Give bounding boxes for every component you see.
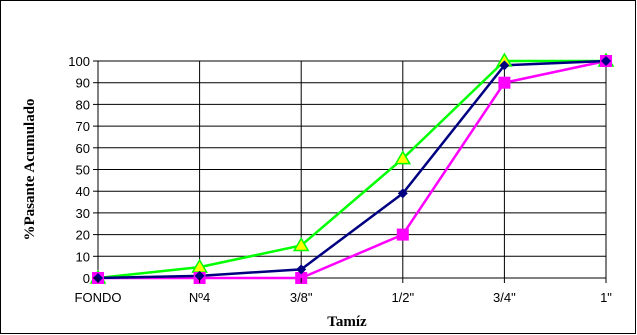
y-tick-label: 90 (76, 76, 90, 91)
x-tick-label: 1" (600, 290, 612, 305)
y-tick-label: 0 (83, 271, 90, 286)
y-tick-label: 70 (76, 119, 90, 134)
x-tick-label: FONDO (75, 290, 122, 305)
data-point-square (396, 228, 409, 241)
data-point-square (498, 76, 511, 89)
x-axis-title: Tamíz (327, 314, 367, 330)
data-point-diamond (397, 188, 408, 199)
data-point-triangle (394, 150, 412, 165)
series-line (98, 59, 607, 280)
data-point-diamond (296, 264, 307, 275)
y-tick-label: 100 (68, 54, 90, 69)
grid (97, 60, 607, 279)
y-tick-label: 30 (76, 206, 90, 221)
y-tick-label: 20 (76, 228, 90, 243)
data-point-diamond (499, 60, 510, 71)
series-lines (97, 59, 607, 280)
data-point-diamond (194, 270, 205, 281)
series-line (97, 59, 607, 280)
y-axis-title: %Pasante Acumulado (22, 98, 38, 240)
data-point-diamond (601, 56, 611, 66)
x-tick-label: 3/8" (290, 290, 313, 305)
y-tick-label: 40 (76, 184, 90, 199)
y-tick-label: 60 (76, 141, 90, 156)
tick-labels: 0 10 20 30 40 50 60 70 80 90 100 FONDO Nº4 3/8" 1/2" 3/… (68, 54, 612, 305)
data-point-triangle (292, 236, 310, 252)
x-tick-label: 3/4" (493, 290, 516, 305)
x-tick-label: 1/2" (391, 290, 414, 305)
y-tick-label: 10 (76, 249, 90, 264)
x-tick-label: Nº4 (189, 290, 210, 305)
y-tick-label: 80 (76, 97, 90, 112)
y-tick-label: 50 (76, 163, 90, 178)
series-line (97, 59, 606, 280)
